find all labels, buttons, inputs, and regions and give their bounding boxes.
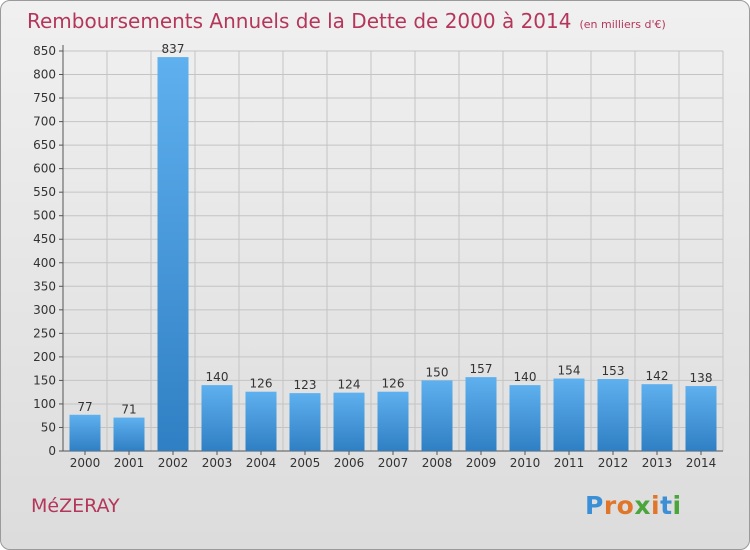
y-tick-label: 350 — [33, 279, 56, 293]
x-tick-label: 2003 — [202, 456, 233, 470]
y-tick-label: 850 — [33, 44, 56, 58]
y-tick-label: 550 — [33, 185, 56, 199]
axes: 0 50 100 150 200 250 300 350 400 450 500 550 600 650 7… — [33, 44, 723, 458]
value-label: 140 — [514, 370, 537, 384]
x-tick-label: 2000 — [70, 456, 101, 470]
proxiti-logo[interactable]: Proxiti — [585, 491, 682, 520]
y-tick-label: 50 — [41, 420, 56, 434]
value-label: 153 — [602, 364, 625, 378]
value-label: 837 — [162, 42, 185, 56]
value-label: 77 — [77, 400, 92, 414]
x-tick-label: 2001 — [114, 456, 145, 470]
bar — [113, 417, 145, 451]
bar — [333, 392, 365, 451]
y-tick-label: 300 — [33, 303, 56, 317]
bar — [553, 378, 585, 451]
x-tick-label: 2004 — [246, 456, 277, 470]
value-label: 138 — [690, 371, 713, 385]
value-label: 142 — [646, 369, 669, 383]
logo-letter: i — [672, 491, 682, 520]
x-tick-label: 2008 — [422, 456, 453, 470]
x-tick-label: 2007 — [378, 456, 409, 470]
y-tick-label: 750 — [33, 91, 56, 105]
y-tick-label: 700 — [33, 115, 56, 129]
y-tick-label: 250 — [33, 326, 56, 340]
x-tick-label: 2014 — [686, 456, 717, 470]
value-label: 140 — [206, 370, 229, 384]
value-label: 150 — [426, 365, 449, 379]
chart-title: Remboursements Annuels de la Dette de 20… — [27, 9, 666, 33]
x-tick-label: 2011 — [554, 456, 585, 470]
y-tick-label: 800 — [33, 68, 56, 82]
y-tick-label: 650 — [33, 138, 56, 152]
bar — [421, 380, 453, 451]
bar — [245, 391, 277, 451]
logo-letter: t — [660, 491, 673, 520]
bar — [597, 379, 629, 451]
x-tick-label: 2010 — [510, 456, 541, 470]
logo-letter: i — [651, 491, 661, 520]
value-label: 157 — [470, 362, 493, 376]
bar — [157, 57, 189, 451]
value-label: 123 — [294, 378, 317, 392]
bar — [377, 391, 409, 451]
y-tick-label: 600 — [33, 162, 56, 176]
value-label: 71 — [121, 403, 136, 417]
bar — [685, 386, 717, 451]
y-tick-label: 0 — [48, 444, 56, 458]
x-tick-label: 2002 — [158, 456, 189, 470]
y-tick-label: 500 — [33, 209, 56, 223]
logo-letter: P — [585, 491, 604, 520]
x-tick-label: 2006 — [334, 456, 365, 470]
bar — [289, 393, 321, 451]
x-tick-label: 2013 — [642, 456, 673, 470]
bar — [465, 377, 497, 451]
bar — [201, 385, 233, 451]
y-tick-label: 150 — [33, 373, 56, 387]
logo-letter: x — [634, 491, 651, 520]
bars — [69, 57, 717, 451]
y-tick-label: 200 — [33, 350, 56, 364]
labels: 77 2000 71 2001 837 2002 140 2003 126 2004 123 2005… — [70, 42, 717, 470]
chart-title-text: Remboursements Annuels de la Dette de 20… — [27, 9, 572, 33]
bar — [69, 414, 101, 451]
value-label: 126 — [382, 377, 405, 391]
bar — [641, 384, 673, 451]
y-tick-label: 400 — [33, 256, 56, 270]
value-label: 154 — [558, 364, 581, 378]
x-tick-label: 2012 — [598, 456, 629, 470]
chart-subtitle: (en milliers d'€) — [579, 18, 666, 31]
x-tick-label: 2009 — [466, 456, 497, 470]
logo-letter: o — [616, 491, 635, 520]
bar — [509, 385, 541, 451]
logo-letter: r — [603, 491, 617, 520]
x-tick-label: 2005 — [290, 456, 321, 470]
value-label: 124 — [338, 378, 361, 392]
y-tick-label: 450 — [33, 232, 56, 246]
commune-name: MéZERAY — [31, 495, 120, 517]
value-label: 126 — [250, 377, 273, 391]
y-tick-label: 100 — [33, 397, 56, 411]
